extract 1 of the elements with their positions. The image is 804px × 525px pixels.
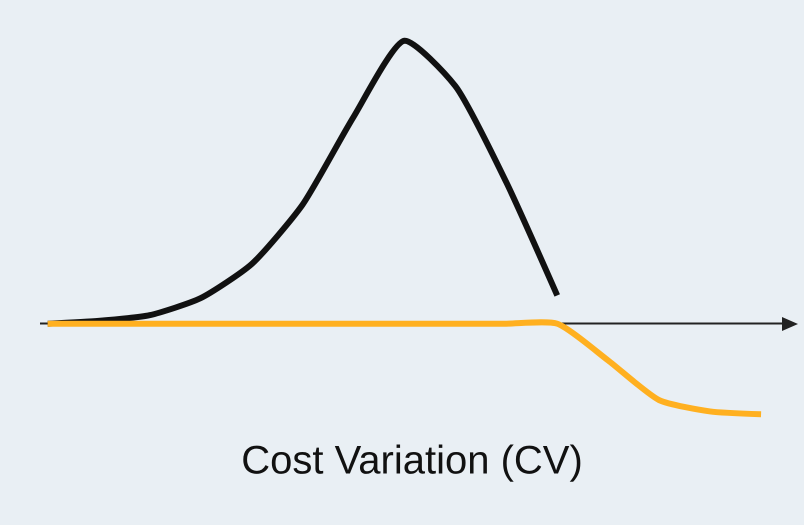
- x-axis-title: Cost Variation (CV): [241, 438, 583, 482]
